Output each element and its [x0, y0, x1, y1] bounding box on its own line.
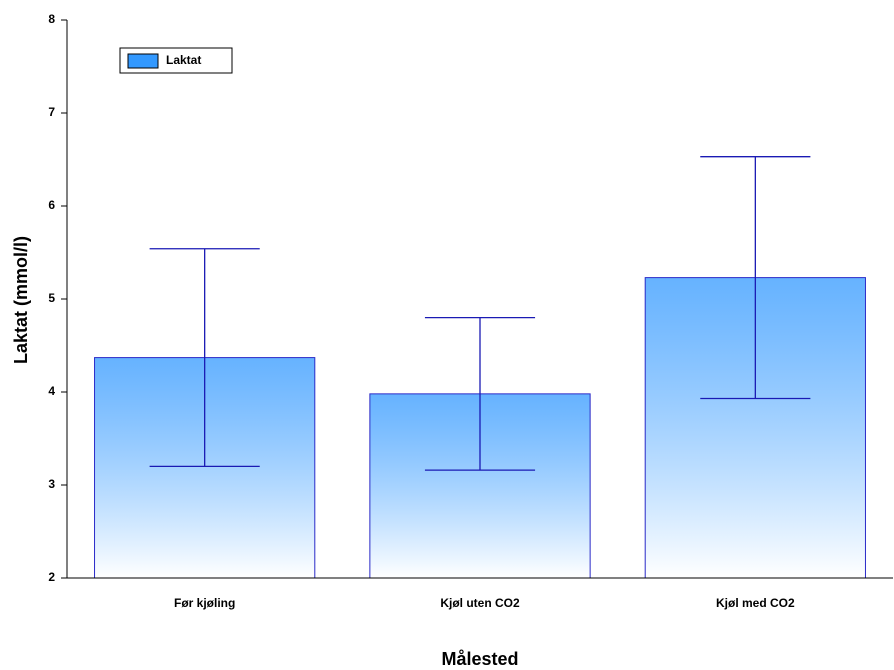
- legend-swatch: [127, 53, 159, 69]
- x-tick-label: Kjøl uten CO2: [440, 596, 520, 610]
- y-axis-label: Laktat (mmol/l): [11, 236, 31, 364]
- y-tick-label: 5: [48, 291, 55, 305]
- y-tick-label: 7: [48, 105, 55, 119]
- legend-label: Laktat: [166, 53, 201, 67]
- x-tick-label: Kjøl med CO2: [716, 596, 795, 610]
- y-tick-label: 4: [48, 384, 55, 398]
- y-tick-label: 3: [48, 477, 55, 491]
- x-axis-label: Målested: [441, 649, 518, 669]
- y-tick-label: 2: [48, 570, 55, 584]
- y-tick-label: 6: [48, 198, 55, 212]
- x-tick-label: Før kjøling: [174, 596, 235, 610]
- y-tick-label: 8: [48, 12, 55, 26]
